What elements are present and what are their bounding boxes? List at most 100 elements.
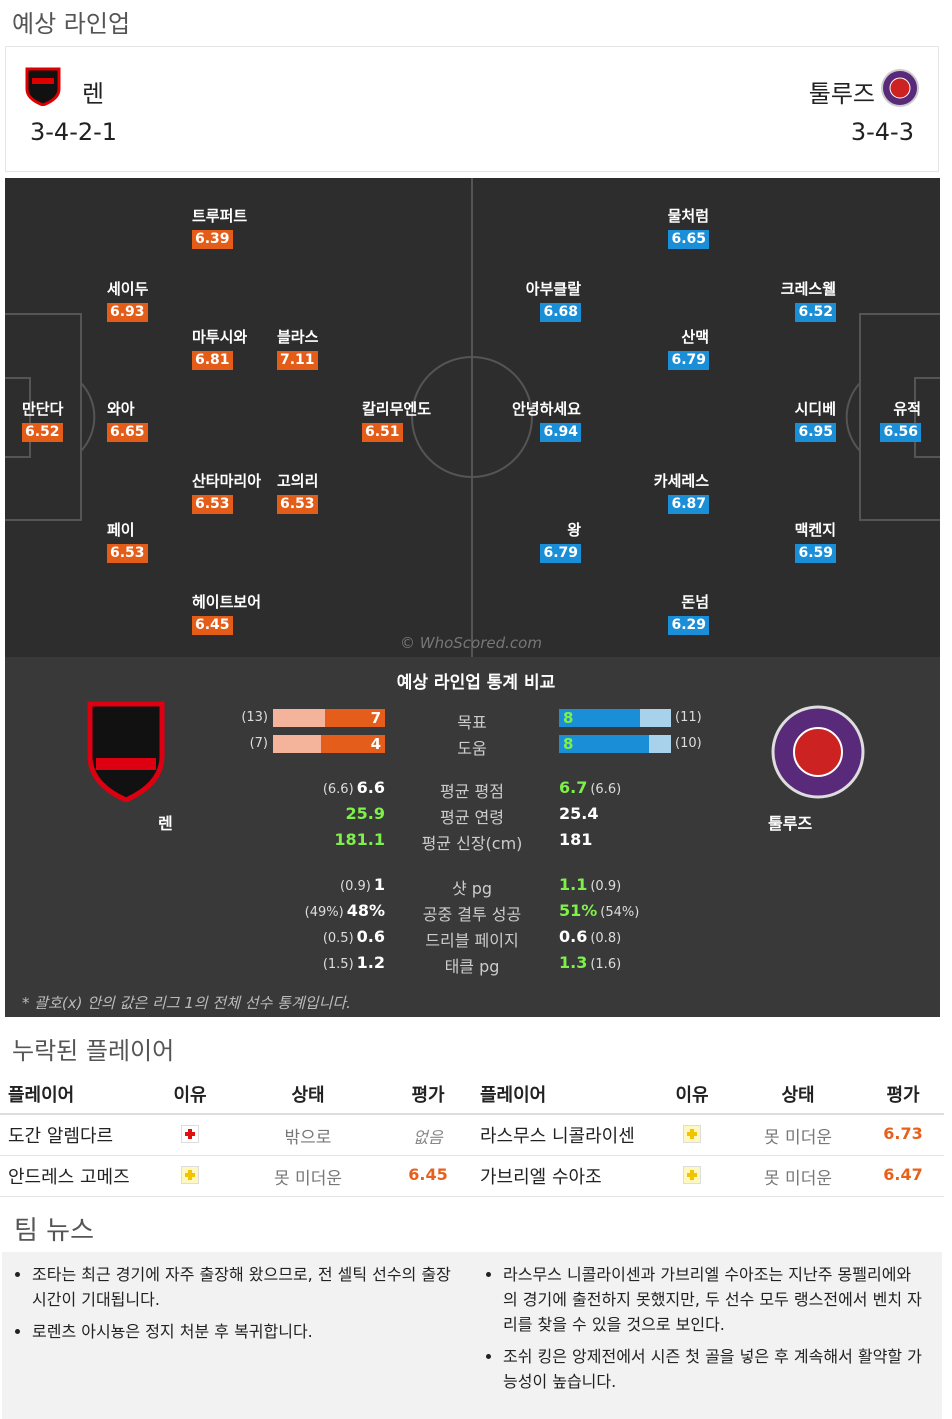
table-header: 플레이어 [480,1085,547,1106]
away-stat: 1.1 (0.9) [559,875,621,894]
news-box [2,1252,942,1419]
player-rating: 6.79 [540,544,581,563]
stat-label: 평균 평점 [440,782,504,801]
player-name: 시디베 [794,400,836,418]
stat-label: 평균 연령 [440,808,504,827]
team-bar [324,709,385,727]
table-header: 플레이어 [8,1085,75,1106]
home-stat: (1.5) 1.2 [323,953,385,972]
stat-label: 목표 [457,713,487,732]
header-rule [0,1113,944,1115]
news-item: 라스무스 니콜라이센과 가브리엘 수아조는 지난주 몽펠리에와의 경기에 출전하… [503,1262,923,1337]
player-rating: 6.56 [880,423,921,442]
reason-icon [683,1166,701,1184]
away-stat: 0.6 (0.8) [559,927,621,946]
league-value: (0.9) [590,879,622,894]
team-value: 25.9 [345,804,385,823]
cross-v [690,1170,694,1180]
cross-v [188,1170,192,1180]
away-stat: 25.4 [559,804,598,823]
away-stat: 1.3 (1.6) [559,953,621,972]
team-value: 1.3 [559,953,588,972]
missing-title: 누락된 플레이어 [12,1037,175,1065]
player-name: 유적 [893,400,921,418]
stats-away-name: 툴루즈 [768,814,813,833]
team-value: 6.7 [559,778,588,797]
league-value: (54%) [600,905,640,920]
home-stat: (6.6) 6.6 [323,778,385,797]
table-header: 이유 [675,1085,709,1106]
player-rating: 6.93 [107,303,148,322]
player-name: 돈넘 [681,593,709,611]
bar-value: 8 [563,735,574,753]
player-name: 페이 [107,521,135,539]
player-name: 고의리 [277,472,319,490]
stats-home-name: 렌 [158,814,173,833]
league-value: (13) [241,710,268,725]
away-stat: 181 [559,830,592,849]
home-logo [25,67,61,106]
rating: 없음 [413,1128,443,1147]
row-rule [0,1155,944,1156]
home-stat: (0.9) 1 [340,875,385,894]
league-value: (6.6) [322,782,354,797]
team-value: 0.6 [559,927,588,946]
player-name: 물처럼 [667,207,709,225]
pitch [5,178,940,657]
cross-v [188,1129,192,1139]
player-rating: 6.53 [277,495,318,514]
player-rating: 6.29 [668,616,709,635]
row-rule [0,1196,944,1197]
player-name: 아부클랄 [525,280,581,298]
home-big-logo [87,701,165,802]
status: 못 미더운 [274,1169,342,1189]
status: 못 미더운 [764,1169,832,1189]
team-value: 181 [559,830,593,849]
home-team-name: 렌 [82,80,105,108]
player-rating: 6.65 [668,230,709,249]
player-name: 헤이트보어 [192,593,262,611]
team-bar [321,735,385,753]
team-bar [559,709,641,727]
league-value: (10) [675,736,702,751]
player-rating: 6.87 [668,495,709,514]
table-header: 상태 [291,1085,325,1106]
player-name: 만단다 [22,400,64,418]
away-formation: 3-4-3 [850,118,914,146]
player-rating: 6.45 [192,616,233,635]
league-value: (0.5) [322,931,354,946]
league-value: (0.9) [340,879,371,894]
bar-value: 8 [563,709,574,727]
table-header: 이유 [173,1085,207,1106]
news-item: 로렌츠 아시뇽은 정지 처분 후 복귀합니다. [32,1319,452,1344]
player-rating: 6.52 [795,303,836,322]
league-value: (1.5) [322,957,354,972]
rating: 6.47 [883,1165,923,1184]
player-rating: 6.81 [192,351,233,370]
player-name: 산맥 [681,328,709,346]
away-logo [881,69,919,107]
player-rating: 6.94 [540,423,581,442]
team-value: 51% [559,901,598,920]
rating: 6.45 [408,1165,448,1184]
player-rating: 6.39 [192,230,233,249]
status: 못 미더운 [764,1128,832,1148]
player-name: 라스무스 니콜라이센 [480,1126,635,1147]
player-name: 가브리엘 수아조 [480,1167,602,1188]
player-rating: 6.68 [540,303,581,322]
player-rating: 6.53 [192,495,233,514]
player-name: 와아 [107,400,135,418]
team-bar [559,735,649,753]
league-value: (1.6) [590,957,622,972]
player-rating: 6.59 [795,544,836,563]
team-value: 48% [346,901,385,920]
away-team-name: 툴루즈 [808,80,875,108]
status: 밖으로 [284,1128,332,1148]
stats-title: 예상 라인업 통계 비교 [396,673,556,693]
table-header: 평가 [411,1085,445,1106]
away-stat: 51% (54%) [559,901,639,920]
watermark: © WhoScored.com [400,634,542,652]
player-rating: 6.52 [22,423,63,442]
player-name: 마투시와 [192,328,248,346]
